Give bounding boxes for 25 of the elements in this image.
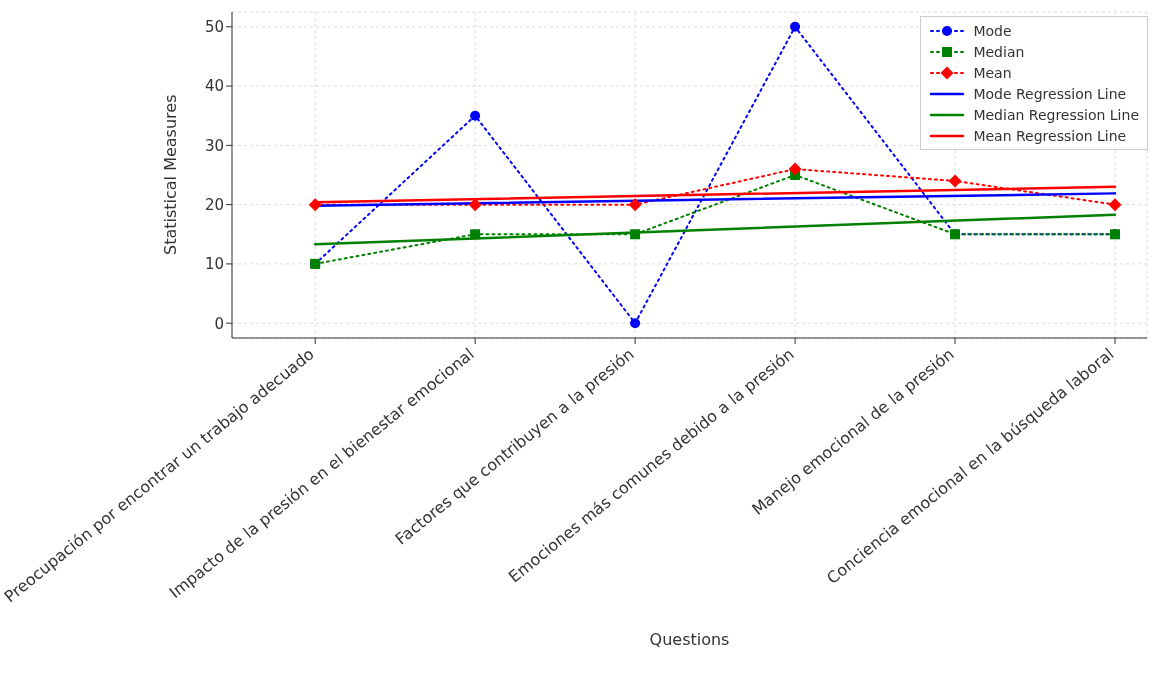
legend-label: Median — [973, 43, 1025, 60]
point — [630, 318, 641, 329]
legend-label: Mode — [973, 22, 1012, 39]
point — [308, 198, 322, 212]
point — [470, 110, 481, 121]
point — [630, 229, 641, 240]
point — [470, 229, 481, 240]
legend-label: Mean Regression Line — [973, 127, 1127, 144]
legend-label: Mode Regression Line — [973, 85, 1127, 102]
point — [1108, 198, 1122, 212]
point — [468, 198, 482, 212]
y-tick-label: 50 — [204, 18, 224, 37]
point — [948, 174, 962, 188]
y-tick-label: 30 — [204, 136, 224, 155]
x-axis-title: Questions — [649, 630, 730, 649]
point — [628, 198, 642, 212]
point — [790, 21, 801, 32]
y-axis-title: Statistical Measures — [160, 94, 180, 255]
y-tick-label: 20 — [204, 195, 224, 214]
legend-label: Median Regression Line — [973, 106, 1139, 123]
legend-label: Mean — [973, 64, 1012, 81]
y-tick-label: 10 — [204, 255, 224, 274]
y-tick-label: 40 — [204, 77, 224, 96]
y-tick-label: 0 — [214, 314, 224, 333]
point — [788, 162, 802, 176]
